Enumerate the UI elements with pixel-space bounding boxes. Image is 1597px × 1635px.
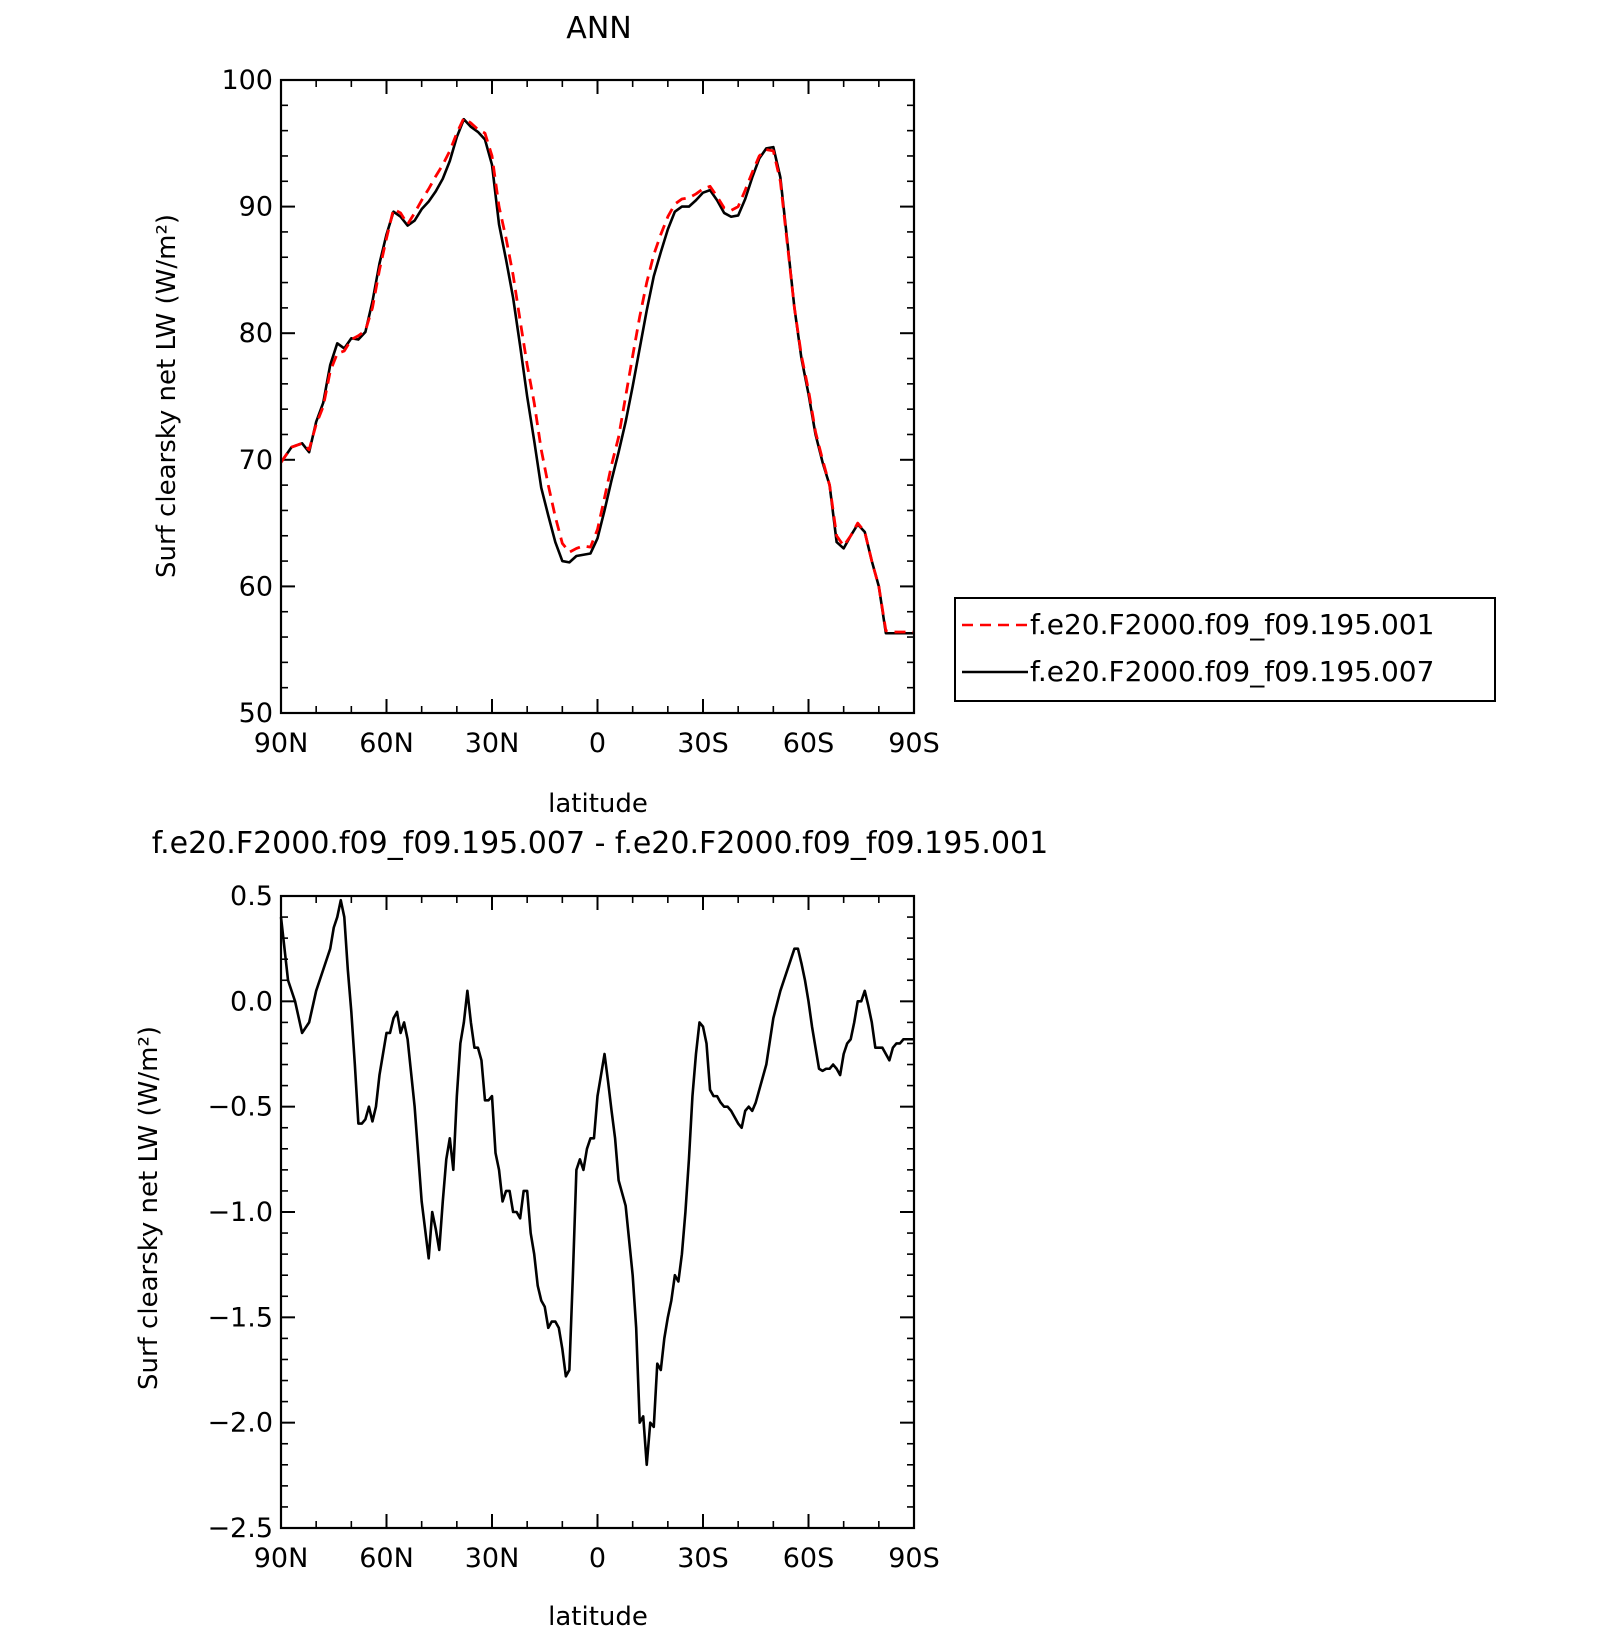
legend-box bbox=[954, 597, 1496, 702]
bottom-y-tick-label: 0.5 bbox=[230, 881, 273, 912]
bottom-y-tick-label: −1.5 bbox=[207, 1302, 273, 1333]
bottom-x-tick-label: 60S bbox=[783, 1543, 835, 1574]
bottom-x-tick-label: 90S bbox=[888, 1543, 940, 1574]
bottom-y-tick-label: −2.5 bbox=[207, 1513, 273, 1544]
top-x-tick-label: 30S bbox=[677, 728, 729, 759]
top-y-tick-labels: 50 60 70 80 90 100 bbox=[221, 65, 273, 729]
bottom-x-tick-label: 90N bbox=[254, 1543, 309, 1574]
top-y-tick-label: 50 bbox=[239, 698, 273, 729]
top-series-line-1 bbox=[279, 116, 914, 634]
bottom-x-tick-label: 30N bbox=[465, 1543, 520, 1574]
top-x-axis-label: latitude bbox=[548, 789, 648, 819]
top-x-tick-label: 30N bbox=[465, 728, 520, 759]
bottom-y-tick-labels: 0.5 0.0 −0.5 −1.0 −1.5 −2.0 −2.5 bbox=[207, 881, 273, 1544]
bottom-plot-frame bbox=[279, 894, 916, 1530]
top-x-tick-label: 90S bbox=[888, 728, 940, 759]
bottom-x-tick-label: 60N bbox=[359, 1543, 414, 1574]
bottom-y-tick-label: 0.0 bbox=[230, 986, 273, 1017]
bottom-y-tick-label: −1.0 bbox=[207, 1197, 273, 1228]
legend: f.e20.F2000.f09_f09.195.001 f.e20.F2000.… bbox=[954, 597, 1496, 702]
bottom-y-axis-label: Surf clearsky net LW (W/m²) bbox=[134, 1026, 164, 1390]
top-x-tick-label: 90N bbox=[254, 728, 309, 759]
top-chart-ticks bbox=[280, 79, 915, 714]
top-y-tick-label: 100 bbox=[221, 65, 273, 96]
bottom-y-tick-label: −2.0 bbox=[207, 1408, 273, 1439]
top-y-tick-label: 80 bbox=[239, 318, 273, 349]
top-x-tick-label: 60S bbox=[783, 728, 835, 759]
top-y-tick-label: 70 bbox=[239, 445, 273, 476]
bottom-x-tick-label: 0 bbox=[589, 1543, 606, 1574]
bottom-chart-title: f.e20.F2000.f09_f09.195.007 - f.e20.F200… bbox=[152, 826, 1048, 861]
top-y-tick-label: 90 bbox=[239, 192, 273, 223]
bottom-x-tick-label: 30S bbox=[677, 1543, 729, 1574]
top-x-tick-labels: 90N 60N 30N 0 30S 60S 90S bbox=[254, 728, 940, 759]
top-y-axis-label: Surf clearsky net LW (W/m²) bbox=[152, 214, 182, 578]
bottom-x-tick-labels: 90N 60N 30N 0 30S 60S 90S bbox=[254, 1543, 940, 1574]
bottom-chart-lines bbox=[279, 898, 914, 1467]
top-x-tick-label: 60N bbox=[359, 728, 414, 759]
top-chart-title: ANN bbox=[566, 11, 631, 46]
bottom-y-tick-label: −0.5 bbox=[207, 1092, 273, 1123]
top-plot-frame bbox=[279, 78, 916, 715]
legend-label-series-1: f.e20.F2000.f09_f09.195.001 bbox=[1030, 608, 1434, 641]
bottom-x-axis-label: latitude bbox=[548, 1602, 648, 1632]
top-chart-lines bbox=[279, 116, 914, 635]
bottom-chart-ticks bbox=[280, 895, 915, 1529]
top-x-tick-label: 0 bbox=[589, 728, 606, 759]
top-series-line-2 bbox=[279, 117, 914, 635]
bottom-series-line-1 bbox=[279, 898, 914, 1467]
legend-label-series-2: f.e20.F2000.f09_f09.195.007 bbox=[1030, 655, 1434, 688]
top-y-tick-label: 60 bbox=[239, 571, 273, 602]
